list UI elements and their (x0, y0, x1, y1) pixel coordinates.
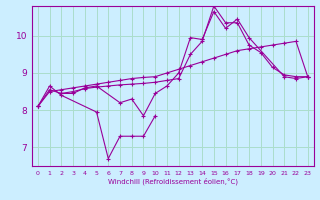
X-axis label: Windchill (Refroidissement éolien,°C): Windchill (Refroidissement éolien,°C) (108, 177, 238, 185)
